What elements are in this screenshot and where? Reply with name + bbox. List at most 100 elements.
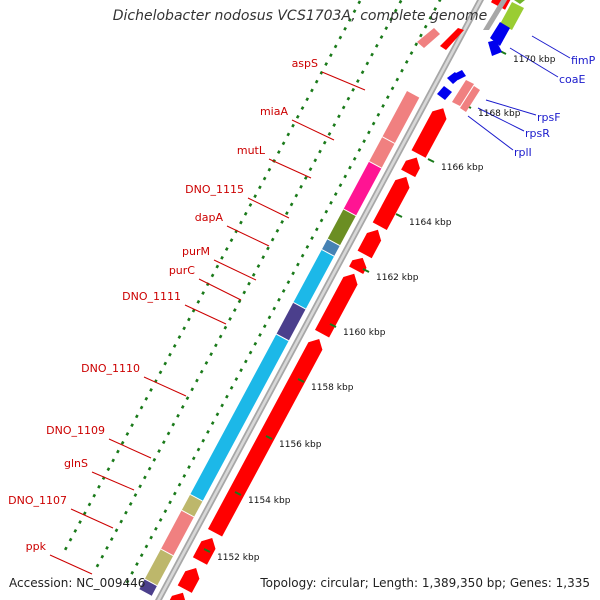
inner-feature-block — [190, 334, 289, 502]
topology-text: Topology: circular; Length: 1,389,350 bp… — [260, 576, 590, 590]
tick-dot — [338, 183, 343, 188]
tick-dot — [357, 148, 362, 152]
tick-dot — [116, 449, 120, 454]
feature-block-lime — [500, 2, 524, 30]
inner-feature-block — [160, 510, 194, 556]
tick-dot — [428, 15, 433, 20]
tick-dot — [365, 61, 370, 66]
upper-right-features — [417, 0, 525, 112]
tick-dot — [253, 341, 258, 346]
tick-dot — [120, 440, 125, 445]
left-gene-labels: aspS miaA mutL DNO_1115 dapA purM purC DNO_1111… — [8, 57, 366, 575]
tick-dot — [149, 388, 153, 392]
inner-feature-block — [181, 494, 203, 517]
gene-leader-line — [467, 115, 514, 151]
gene-label: rpsF — [537, 111, 561, 124]
tick-dot — [220, 255, 224, 260]
feature-separator — [293, 301, 306, 310]
tick-dot — [68, 537, 73, 542]
tick-dot — [168, 500, 172, 505]
tick-dot — [277, 297, 281, 302]
tick-dot — [319, 218, 324, 223]
tick-dot — [143, 475, 147, 480]
tick-dot — [228, 316, 232, 321]
tick-dot — [177, 335, 182, 340]
blue-cds-block — [488, 40, 502, 56]
tick-dot — [423, 24, 428, 29]
kbp-tick-label: 1160 kbp — [343, 328, 386, 338]
tick-dot — [63, 546, 68, 551]
tick-dot — [243, 211, 248, 216]
tick-dot — [352, 156, 357, 161]
tick-dot — [314, 227, 319, 232]
pink-feature-block — [417, 28, 440, 48]
tick-dot — [398, 0, 403, 4]
tick-dot — [111, 458, 116, 463]
cds-arrow — [411, 108, 447, 158]
gene-leader-line — [291, 119, 335, 141]
tick-dot — [87, 502, 92, 507]
tick-dot — [296, 262, 300, 267]
tick-dot — [357, 0, 362, 5]
kbp-tick-label: 1158 kbp — [311, 383, 354, 393]
kbp-tick-mark — [203, 548, 211, 553]
tick-dot — [333, 44, 338, 49]
gene-leader-line — [70, 508, 114, 529]
tick-dot — [243, 359, 248, 364]
blue-cds-arrow — [437, 86, 452, 100]
cds-arrow — [349, 257, 367, 274]
tick-dot — [144, 544, 149, 549]
kbp-tick-label: 1156 kbp — [279, 440, 322, 450]
tick-dot — [329, 53, 333, 58]
blue-cds-arrow — [454, 70, 466, 80]
kbp-tick-label: 1152 kbp — [217, 553, 260, 563]
tick-dot — [300, 253, 305, 258]
tick-dot — [267, 167, 272, 172]
tick-dot — [384, 26, 389, 31]
tick-dot — [172, 343, 177, 348]
cds-arrow — [401, 157, 420, 178]
tick-dot — [133, 493, 138, 498]
gene-label: aspS — [292, 57, 318, 70]
kbp-tick-mark — [329, 323, 337, 328]
tick-dot — [247, 281, 251, 286]
tick-dot — [109, 537, 114, 542]
gene-leader-line — [226, 225, 270, 247]
tick-dot — [149, 535, 154, 540]
tick-dot — [371, 121, 376, 126]
tick-dot — [166, 431, 171, 436]
gene-leader-line — [509, 47, 559, 78]
gene-leader-line — [184, 304, 227, 325]
tick-dot — [152, 457, 157, 462]
tick-dot — [139, 405, 144, 410]
pink-feature-block — [460, 86, 480, 112]
gene-label: mutL — [237, 144, 266, 157]
tick-dot — [310, 236, 314, 241]
tick-dot — [251, 272, 256, 277]
tick-dot — [82, 511, 87, 516]
tick-dot — [324, 62, 329, 66]
gene-label: purM — [182, 245, 210, 258]
tick-dot — [100, 554, 105, 559]
feature-separator — [144, 578, 158, 587]
tick-dot — [158, 518, 163, 522]
tick-dot — [180, 405, 185, 409]
pink-feature-block — [452, 80, 474, 106]
tick-dot — [220, 403, 225, 408]
gene-leader-line — [198, 278, 242, 301]
tick-dot — [130, 570, 135, 575]
inner-feature-block — [276, 302, 306, 341]
tick-dot — [182, 326, 187, 331]
tick-dot — [272, 306, 277, 311]
tick-dot — [295, 114, 300, 119]
tick-dot — [291, 271, 296, 276]
tick-dot — [276, 150, 281, 155]
cds-arrow — [372, 176, 410, 230]
tick-dot — [261, 255, 266, 260]
tick-dot — [267, 315, 272, 320]
tick-dot — [281, 141, 286, 146]
tick-dot — [171, 422, 176, 427]
tick-dot — [125, 579, 130, 584]
tick-dot — [124, 510, 128, 515]
tick-dot — [256, 264, 261, 268]
